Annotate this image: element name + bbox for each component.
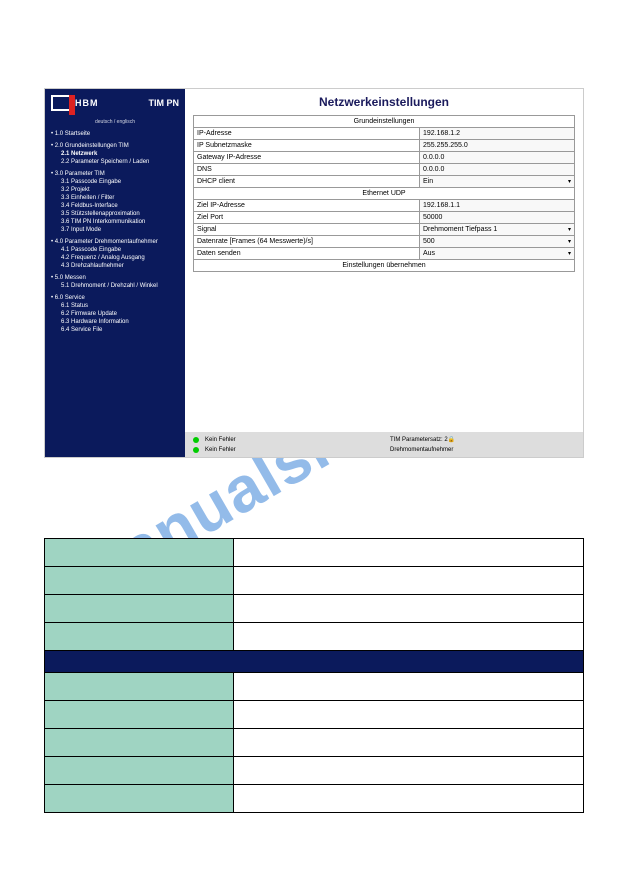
- table-cell: [233, 595, 583, 623]
- status-text-left-1: Kein Fehler: [205, 437, 390, 443]
- apply-button[interactable]: Einstellungen übernehmen: [194, 260, 575, 272]
- nav-item[interactable]: 6.2 Firmware Update: [61, 311, 179, 317]
- logo-text: HBM: [75, 98, 99, 108]
- setting-input[interactable]: 255.255.255.0: [419, 140, 574, 152]
- nav-item[interactable]: 2.2 Parameter Speichern / Laden: [61, 159, 179, 165]
- status-dot-icon: [193, 447, 199, 453]
- table-cell: [233, 567, 583, 595]
- status-text-left-2: Kein Fehler: [205, 447, 390, 453]
- table-cell: [233, 757, 583, 785]
- chevron-down-icon: ▾: [568, 238, 571, 245]
- nav-item[interactable]: 6.0 Service: [51, 295, 179, 301]
- nav-item[interactable]: 4.3 Drehzahlaufnehmer: [61, 263, 179, 269]
- setting-label: Daten senden: [194, 248, 420, 260]
- table-cell: [233, 785, 583, 813]
- setting-input[interactable]: 0.0.0.0: [419, 164, 574, 176]
- setting-select[interactable]: 500▾: [419, 236, 574, 248]
- hbm-logo-icon: [51, 95, 71, 111]
- setting-label: IP-Adresse: [194, 128, 420, 140]
- setting-label: DNS: [194, 164, 420, 176]
- settings-table-basic: Grundeinstellungen IP-Adresse192.168.1.2…: [193, 115, 575, 272]
- nav-item[interactable]: 3.0 Parameter TIM: [51, 171, 179, 177]
- nav-item[interactable]: 2.0 Grundeinstellungen TIM: [51, 143, 179, 149]
- nav-item[interactable]: 3.5 Stützstellenapproximation: [61, 211, 179, 217]
- chevron-down-icon: ▾: [568, 178, 571, 185]
- status-dot-icon: [193, 437, 199, 443]
- setting-label: IP Subnetzmaske: [194, 140, 420, 152]
- table-cell: [233, 539, 583, 567]
- table-cell: [45, 673, 234, 701]
- status-text-right-1: TIM Parametersatz: 2🔒: [390, 436, 575, 443]
- setting-label: DHCP client: [194, 176, 420, 188]
- table-cell: [45, 729, 234, 757]
- table-cell: [45, 567, 234, 595]
- nav-item[interactable]: 5.1 Drehmoment / Drehzahl / Winkel: [61, 283, 179, 289]
- nav-item[interactable]: 3.2 Projekt: [61, 187, 179, 193]
- nav-item[interactable]: 3.3 Einheiten / Filter: [61, 195, 179, 201]
- nav-item[interactable]: 3.1 Passcode Eingabe: [61, 179, 179, 185]
- setting-label: Ziel Port: [194, 212, 420, 224]
- table-cell: [45, 623, 234, 651]
- nav-item[interactable]: 3.7 Input Mode: [61, 227, 179, 233]
- language-switch[interactable]: deutsch / englisch: [51, 119, 179, 125]
- main-panel: Netzwerkeinstellungen Grundeinstellungen…: [185, 89, 583, 457]
- app-window: HBM TIM PN deutsch / englisch 1.0 Starts…: [44, 88, 584, 458]
- nav-item[interactable]: 5.0 Messen: [51, 275, 179, 281]
- nav-item[interactable]: 6.3 Hardware Information: [61, 319, 179, 325]
- product-label: TIM PN: [149, 98, 180, 108]
- section-header-udp: Ethernet UDP: [194, 188, 575, 200]
- sidebar: HBM TIM PN deutsch / englisch 1.0 Starts…: [45, 89, 185, 457]
- table-cell: [45, 539, 234, 567]
- table-cell: [45, 757, 234, 785]
- table-cell: [233, 673, 583, 701]
- table-cell: [233, 729, 583, 757]
- setting-label: Datenrate [Frames (64 Messwerte)/s]: [194, 236, 420, 248]
- setting-input[interactable]: 0.0.0.0: [419, 152, 574, 164]
- nav-item[interactable]: 6.4 Service File: [61, 327, 179, 333]
- setting-select[interactable]: Ein▾: [419, 176, 574, 188]
- section-header-basic: Grundeinstellungen: [194, 116, 575, 128]
- setting-label: Signal: [194, 224, 420, 236]
- table-cell: [45, 785, 234, 813]
- nav-item[interactable]: 1.0 Startseite: [51, 131, 179, 137]
- status-bar: Kein Fehler TIM Parametersatz: 2🔒 Kein F…: [185, 432, 583, 457]
- document-table: [44, 538, 584, 813]
- nav-tree: 1.0 Startseite 2.0 Grundeinstellungen TIM…: [51, 131, 179, 333]
- table-header-row: [45, 651, 584, 673]
- setting-input[interactable]: 50000: [419, 212, 574, 224]
- setting-input[interactable]: 192.168.1.2: [419, 128, 574, 140]
- nav-item[interactable]: 4.2 Frequenz / Analog Ausgang: [61, 255, 179, 261]
- nav-item[interactable]: 3.6 TIM PN Interkommunikation: [61, 219, 179, 225]
- setting-label: Gateway IP-Adresse: [194, 152, 420, 164]
- status-text-right-2: Drehmomentaufnehmer: [390, 447, 575, 453]
- setting-select[interactable]: Drehmoment Tiefpass 1▾: [419, 224, 574, 236]
- chevron-down-icon: ▾: [568, 250, 571, 257]
- setting-select[interactable]: Aus▾: [419, 248, 574, 260]
- setting-input[interactable]: 192.168.1.1: [419, 200, 574, 212]
- table-cell: [45, 595, 234, 623]
- nav-item[interactable]: 4.1 Passcode Eingabe: [61, 247, 179, 253]
- setting-label: Ziel IP-Adresse: [194, 200, 420, 212]
- table-cell: [233, 623, 583, 651]
- nav-item[interactable]: 2.1 Netzwerk: [61, 151, 179, 157]
- table-cell: [233, 701, 583, 729]
- nav-item[interactable]: 3.4 Feldbus-Interface: [61, 203, 179, 209]
- table-cell: [45, 701, 234, 729]
- chevron-down-icon: ▾: [568, 226, 571, 233]
- nav-item[interactable]: 4.0 Parameter Drehmomentaufnehmer: [51, 239, 179, 245]
- nav-item[interactable]: 6.1 Status: [61, 303, 179, 309]
- page-title: Netzwerkeinstellungen: [185, 89, 583, 115]
